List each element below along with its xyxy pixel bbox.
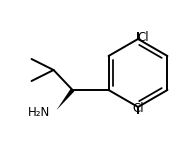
Text: Cl: Cl (132, 102, 144, 115)
Text: Cl: Cl (137, 31, 149, 44)
Polygon shape (57, 89, 74, 110)
Text: H₂N: H₂N (28, 106, 51, 119)
